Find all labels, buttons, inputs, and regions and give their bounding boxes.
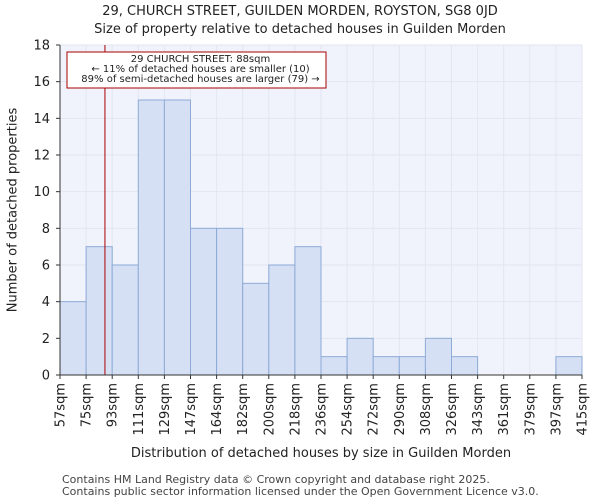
x-tick-label: 236sqm [315,383,330,436]
bars [59,99,583,376]
histogram-bar [137,99,165,376]
histogram-bar [163,99,191,376]
annotation-frame [66,51,327,89]
histogram-bar [424,337,452,376]
y-tick-label: 0 [42,369,50,384]
x-tick-label: 200sqm [262,383,277,436]
y-tick-label: 16 [33,75,50,90]
x-tick-label: 272sqm [367,383,382,436]
histogram-bar [242,282,270,376]
histogram-bar [85,246,113,376]
x-tick-label: 147sqm [184,383,199,436]
histogram-bar [190,227,218,376]
y-tick-label: 10 [33,185,50,200]
x-tick-label: 218sqm [288,383,303,436]
histogram-bar [372,356,400,376]
histogram-bar [320,356,348,376]
histogram-bar [451,356,479,376]
x-tick-label: 254sqm [341,383,356,436]
x-tick-label: 164sqm [210,383,225,436]
annotation-box: 29 CHURCH STREET: 88sqm ← 11% of detache… [66,51,327,89]
y-tick-label: 2 [42,332,50,347]
chart-title: 29, CHURCH STREET, GUILDEN MORDEN, ROYST… [102,4,498,19]
y-tick-label: 6 [42,259,50,274]
annotation-line-2: ← 11% of detached houses are smaller (10… [91,64,309,75]
x-tick-label: 343sqm [471,383,486,436]
x-tick-label: 361sqm [497,383,512,436]
histogram-bar [294,246,322,376]
x-tick-label: 93sqm [106,383,121,427]
histogram-bar [555,356,583,376]
y-axis-label: Number of detached properties [6,108,21,313]
y-tick-label: 14 [33,112,50,127]
x-tick-label: 397sqm [549,383,564,436]
histogram-bar [268,264,296,376]
x-tick-label: 290sqm [393,383,408,436]
y-tick-label: 12 [33,149,50,164]
histogram-bar [346,337,374,376]
x-tick-label: 326sqm [445,383,460,436]
annotation-line-1: 29 CHURCH STREET: 88sqm [131,54,270,65]
chart-subtitle: Size of property relative to detached ho… [94,22,506,37]
x-tick-label: 111sqm [132,383,147,436]
y-tick-label: 18 [33,39,50,54]
x-tick-label: 415sqm [576,383,591,436]
histogram-bar [59,301,87,376]
footer-licence: Contains public sector information licen… [62,485,539,498]
x-tick-label: 57sqm [54,383,69,427]
annotation-line-3: 89% of semi-detached houses are larger (… [81,74,319,85]
x-tick-label: 75sqm [80,383,95,427]
histogram-bar [216,227,244,376]
x-tick-label: 379sqm [523,383,538,436]
x-tick-label: 129sqm [158,383,173,436]
x-tick-label: 182sqm [236,383,251,436]
y-tick-label: 4 [42,295,50,310]
y-tick-label: 8 [42,222,50,237]
histogram-bar [111,264,139,376]
x-tick-label: 308sqm [419,383,434,436]
x-axis-ticks: 57sqm 75sqm 93sqm 111sqm 129sqm 147sqm 164sqm 1… [54,375,591,436]
footer-copyright: Contains HM Land Registry data © Crown c… [62,473,490,486]
y-axis-ticks: 0 2 4 6 8 10 12 14 16 18 [33,39,60,384]
histogram-bar [398,356,426,376]
x-axis-label: Distribution of detached houses by size … [131,446,511,461]
